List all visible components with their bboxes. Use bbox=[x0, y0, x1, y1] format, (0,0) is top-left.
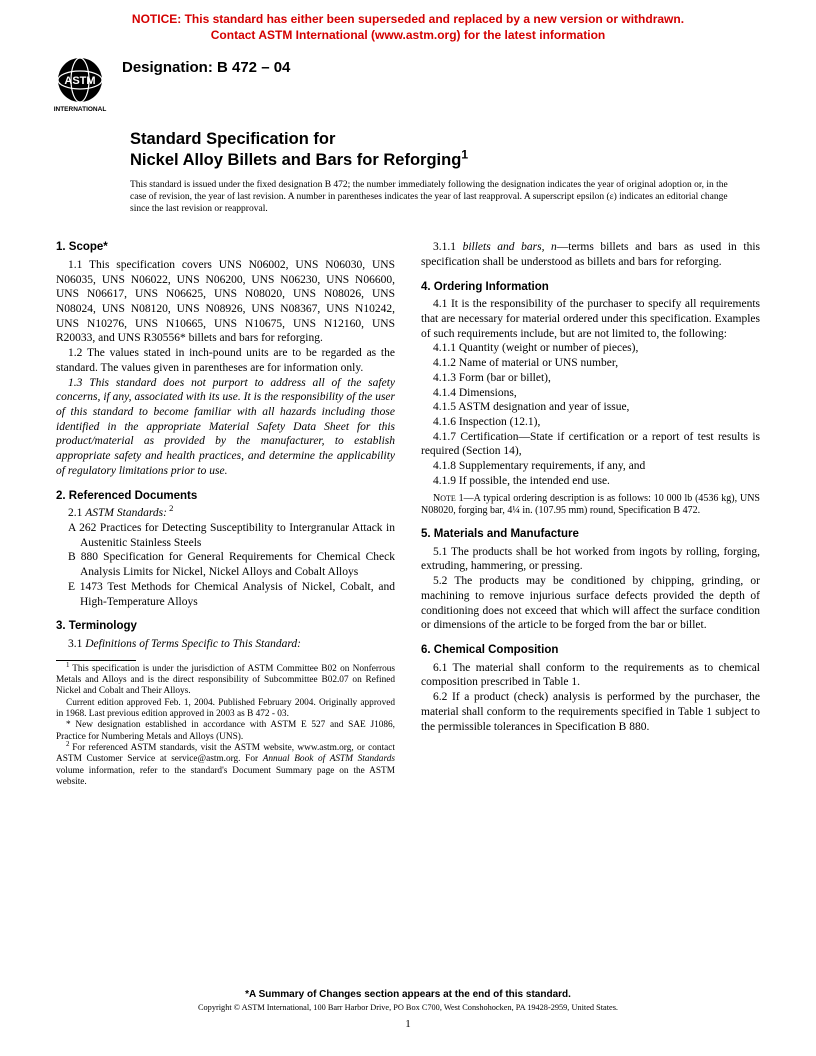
title-block: Standard Specification for Nickel Alloy … bbox=[0, 115, 816, 172]
para-4-1: 4.1 It is the responsibility of the purc… bbox=[421, 297, 760, 341]
page-number: 1 bbox=[0, 1018, 816, 1030]
title-line1: Standard Specification for bbox=[130, 129, 756, 150]
para-4-1-9: 4.1.9 If possible, the intended end use. bbox=[421, 474, 760, 489]
para-4-1-4: 4.1.4 Dimensions, bbox=[421, 386, 760, 401]
svg-text:INTERNATIONAL: INTERNATIONAL bbox=[54, 106, 107, 113]
para-4-1-8: 4.1.8 Supplementary requirements, if any… bbox=[421, 459, 760, 474]
para-4-1-3: 4.1.3 Form (bar or billet), bbox=[421, 371, 760, 386]
svg-text:ASTM: ASTM bbox=[64, 75, 95, 87]
ref-e1473: E 1473 Test Methods for Chemical Analysi… bbox=[56, 580, 395, 609]
para-6-1: 6.1 The material shall conform to the re… bbox=[421, 661, 760, 690]
astm-logo: ASTM INTERNATIONAL bbox=[50, 55, 110, 115]
para-4-1-6: 4.1.6 Inspection (12.1), bbox=[421, 415, 760, 430]
notice-line1: NOTICE: This standard has either been su… bbox=[132, 12, 684, 26]
para-2-1: 2.1 ASTM Standards: 2 bbox=[56, 506, 395, 521]
title-line2: Nickel Alloy Billets and Bars for Reforg… bbox=[130, 150, 756, 171]
body-columns: 1. Scope* 1.1 This specification covers … bbox=[0, 216, 816, 788]
footnote-2: 2 For referenced ASTM standards, visit t… bbox=[56, 743, 395, 788]
ref-b880: B 880 Specification for General Requirem… bbox=[56, 550, 395, 579]
para-4-1-1: 4.1.1 Quantity (weight or number of piec… bbox=[421, 341, 760, 356]
footnote-star: * New designation established in accorda… bbox=[56, 720, 395, 743]
para-6-2: 6.2 If a product (check) analysis is per… bbox=[421, 690, 760, 734]
para-5-2: 5.2 The products may be conditioned by c… bbox=[421, 574, 760, 633]
ref-a262: A 262 Practices for Detecting Susceptibi… bbox=[56, 521, 395, 550]
para-1-3: 1.3 This standard does not purport to ad… bbox=[56, 376, 395, 479]
section-3-head: 3. Terminology bbox=[56, 619, 395, 634]
right-column: 3.1.1 billets and bars, n—terms billets … bbox=[421, 240, 760, 788]
para-3-1: 3.1 Definitions of Terms Specific to Thi… bbox=[56, 637, 395, 652]
issuance-note: This standard is issued under the fixed … bbox=[0, 172, 816, 216]
section-5-head: 5. Materials and Manufacture bbox=[421, 527, 760, 542]
footnote-1: 1 This specification is under the jurisd… bbox=[56, 664, 395, 698]
note-1: NOTE 1—A typical ordering description is… bbox=[421, 493, 760, 517]
para-3-1-1: 3.1.1 billets and bars, n—terms billets … bbox=[421, 240, 760, 269]
section-6-head: 6. Chemical Composition bbox=[421, 643, 760, 658]
para-4-1-2: 4.1.2 Name of material or UNS number, bbox=[421, 356, 760, 371]
header: ASTM INTERNATIONAL Designation: B 472 – … bbox=[0, 49, 816, 115]
section-1-head: 1. Scope* bbox=[56, 240, 395, 255]
notice-banner: NOTICE: This standard has either been su… bbox=[0, 0, 816, 49]
para-4-1-5: 4.1.5 ASTM designation and year of issue… bbox=[421, 400, 760, 415]
notice-line2: Contact ASTM International (www.astm.org… bbox=[211, 28, 605, 42]
footnotes: 1 This specification is under the jurisd… bbox=[56, 664, 395, 789]
section-4-head: 4. Ordering Information bbox=[421, 280, 760, 295]
left-column: 1. Scope* 1.1 This specification covers … bbox=[56, 240, 395, 788]
footnote-1b: Current edition approved Feb. 1, 2004. P… bbox=[56, 698, 395, 721]
section-2-head: 2. Referenced Documents bbox=[56, 489, 395, 504]
summary-note: *A Summary of Changes section appears at… bbox=[0, 989, 816, 1000]
para-1-1: 1.1 This specification covers UNS N06002… bbox=[56, 258, 395, 346]
para-1-2: 1.2 The values stated in inch-pound unit… bbox=[56, 346, 395, 375]
para-4-1-7: 4.1.7 Certification—State if certificati… bbox=[421, 430, 760, 459]
copyright: Copyright © ASTM International, 100 Barr… bbox=[0, 1003, 816, 1012]
para-5-1: 5.1 The products shall be hot worked fro… bbox=[421, 545, 760, 574]
designation: Designation: B 472 – 04 bbox=[122, 55, 290, 76]
page-footer: *A Summary of Changes section appears at… bbox=[0, 989, 816, 1030]
